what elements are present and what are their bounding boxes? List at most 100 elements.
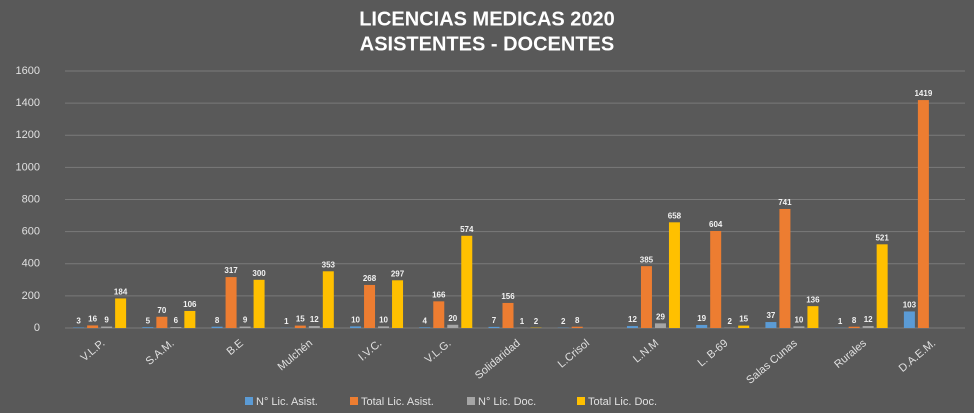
- data-label: 103: [903, 301, 917, 310]
- bar: [211, 326, 223, 328]
- data-label: 10: [794, 316, 803, 325]
- y-tick-label: 200: [22, 290, 40, 302]
- x-tick-label: V.L.P.: [79, 337, 108, 364]
- data-label: 574: [460, 225, 474, 234]
- data-label: 2: [561, 317, 566, 326]
- data-label: 5: [146, 316, 151, 325]
- data-label: 19: [697, 314, 706, 323]
- data-label: 136: [806, 295, 820, 304]
- bar: [848, 326, 860, 328]
- bar: [640, 266, 652, 328]
- data-label: 8: [215, 316, 220, 325]
- bar: [115, 298, 127, 328]
- bar: [626, 326, 638, 328]
- data-label: 1: [284, 317, 289, 326]
- legend-swatch: [577, 397, 585, 405]
- data-label: 29: [656, 312, 665, 321]
- bar: [447, 324, 459, 328]
- legend-swatch: [467, 397, 475, 405]
- data-label: 8: [575, 316, 580, 325]
- bar: [710, 230, 722, 328]
- bar: [378, 326, 390, 328]
- data-label: 268: [363, 274, 377, 283]
- bar: [779, 208, 791, 328]
- data-label: 12: [310, 315, 319, 324]
- bar: [668, 222, 680, 328]
- bar: [239, 326, 251, 328]
- bar: [765, 322, 777, 328]
- bar: [461, 235, 473, 328]
- data-label: 317: [224, 266, 238, 275]
- bar: [738, 325, 750, 328]
- x-tick-label: L. B-69: [696, 337, 731, 369]
- bar: [862, 326, 874, 328]
- bar: [142, 327, 154, 328]
- data-label: 8: [852, 316, 857, 325]
- data-label: 385: [640, 255, 654, 264]
- data-label: 156: [501, 292, 515, 301]
- bar: [488, 326, 500, 328]
- bar: [807, 306, 819, 328]
- data-label: 741: [778, 198, 792, 207]
- data-label: 106: [183, 300, 197, 309]
- x-tick-label: B.E: [225, 337, 246, 358]
- legend-label: N° Lic. Asist.: [256, 396, 318, 408]
- data-label: 1: [520, 317, 525, 326]
- x-tick-label: V.L.G.: [423, 337, 454, 366]
- bar: [322, 271, 334, 328]
- data-label: 70: [157, 306, 166, 315]
- data-label: 15: [296, 315, 305, 324]
- bar: [876, 244, 888, 328]
- y-tick-label: 800: [22, 193, 40, 205]
- y-tick-label: 1400: [16, 97, 40, 109]
- x-tick-label: L.Crisol: [556, 337, 592, 370]
- bar: [253, 279, 265, 328]
- bar: [654, 323, 666, 328]
- data-label: 2: [727, 317, 732, 326]
- bar: [903, 311, 915, 328]
- data-label: 9: [104, 316, 109, 325]
- x-tick-label: D.A.E.M.: [897, 337, 938, 374]
- data-label: 20: [448, 314, 457, 323]
- data-label: 16: [88, 315, 97, 324]
- x-tick-label: I.V.C.: [356, 337, 384, 363]
- bar: [225, 277, 237, 328]
- data-label: 297: [391, 269, 405, 278]
- data-label: 353: [322, 260, 336, 269]
- y-tick-label: 0: [34, 322, 40, 334]
- bar: [571, 326, 583, 328]
- x-tick-label: Solidaridad: [473, 337, 523, 382]
- data-label: 4: [423, 316, 428, 325]
- y-tick-label: 1600: [16, 65, 40, 77]
- legend-swatch: [245, 397, 253, 405]
- bar: [101, 326, 113, 328]
- bar: [793, 326, 805, 328]
- bar: [502, 302, 514, 328]
- data-label: 7: [492, 316, 497, 325]
- y-tick-label: 1000: [16, 161, 40, 173]
- data-label: 10: [351, 316, 360, 325]
- bar: [308, 326, 320, 328]
- bar: [294, 325, 306, 328]
- legend-label: Total Lic. Asist.: [361, 396, 434, 408]
- bar: [392, 280, 404, 328]
- data-label: 1: [838, 317, 843, 326]
- bar: [156, 316, 168, 328]
- bar: [170, 327, 182, 328]
- legend-label: N° Lic. Doc.: [478, 396, 536, 408]
- legend-swatch: [350, 397, 358, 405]
- bar: [917, 100, 929, 329]
- bar: [184, 310, 196, 328]
- x-tick-label: Rurales: [832, 337, 869, 371]
- data-label: 1419: [914, 89, 932, 98]
- bar: [696, 324, 708, 328]
- y-tick-label: 1200: [16, 129, 40, 141]
- y-tick-label: 600: [22, 226, 40, 238]
- chart-subtitle: ASISTENTES - DOCENTES: [360, 33, 614, 55]
- data-label: 9: [243, 316, 248, 325]
- legend-label: Total Lic. Doc.: [588, 396, 657, 408]
- bar: [433, 301, 445, 328]
- data-label: 166: [432, 290, 446, 299]
- x-tick-label: Salas Cunas: [744, 337, 800, 387]
